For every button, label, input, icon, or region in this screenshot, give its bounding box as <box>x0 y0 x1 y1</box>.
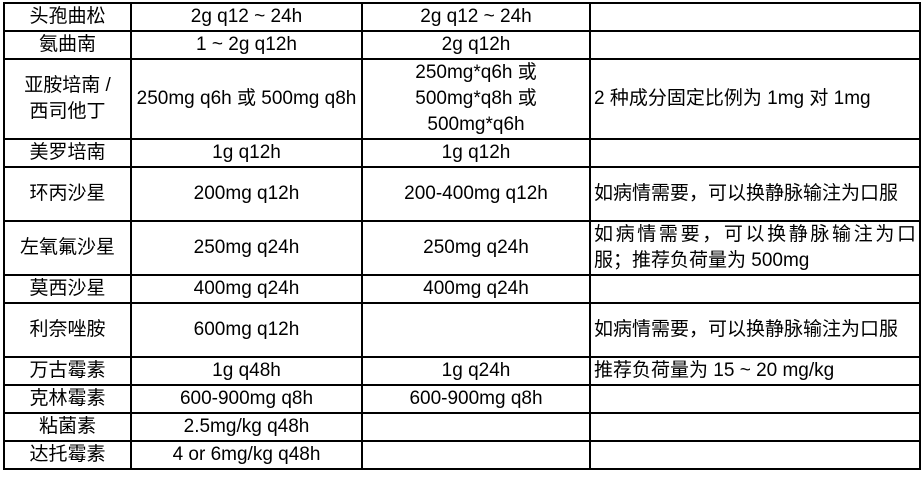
table-row: 莫西沙星 400mg q24h 400mg q24h <box>3 274 921 304</box>
notes-cell <box>589 412 921 442</box>
notes-cell: 如病情需要，可以换静脉输注为口服 <box>589 166 921 222</box>
drug-name-cell: 达托霉素 <box>3 440 132 470</box>
table-row: 达托霉素 4 or 6mg/kg q48h <box>3 440 921 470</box>
table-row: 环丙沙星 200mg q12h 200-400mg q12h 如病情需要，可以换… <box>3 166 921 222</box>
drug-name-cell: 左氧氟沙星 <box>3 220 132 276</box>
notes-cell <box>589 2 921 32</box>
table-row: 粘菌素 2.5mg/kg q48h <box>3 412 921 442</box>
dose1-cell: 600mg q12h <box>130 302 363 358</box>
notes-cell <box>589 384 921 414</box>
dose1-cell: 2g q12 ~ 24h <box>130 2 363 32</box>
antibiotic-dosing-table: 头孢曲松 2g q12 ~ 24h 2g q12 ~ 24h 氨曲南 1 ~ 2… <box>3 2 921 470</box>
dose2-cell: 250mg q24h <box>361 220 591 276</box>
dose1-cell: 1 ~ 2g q12h <box>130 30 363 60</box>
notes-cell <box>589 138 921 168</box>
notes-cell: 如病情需要，可以换静脉输注为口服 <box>589 302 921 358</box>
dose2-cell <box>361 412 591 442</box>
dose1-cell: 1g q48h <box>130 356 363 386</box>
notes-cell <box>589 440 921 470</box>
dose1-cell: 200mg q12h <box>130 166 363 222</box>
table-row: 左氧氟沙星 250mg q24h 250mg q24h 如病情需要，可以换静脉输… <box>3 220 921 276</box>
drug-name-cell: 环丙沙星 <box>3 166 132 222</box>
dose1-cell: 2.5mg/kg q48h <box>130 412 363 442</box>
notes-cell <box>589 30 921 60</box>
dose2-cell: 2g q12 ~ 24h <box>361 2 591 32</box>
drug-name-cell: 克林霉素 <box>3 384 132 414</box>
drug-name-cell: 粘菌素 <box>3 412 132 442</box>
notes-cell: 2 种成分固定比例为 1mg 对 1mg <box>589 58 921 140</box>
dose2-cell: 400mg q24h <box>361 274 591 304</box>
notes-cell: 如病情需要，可以换静脉输注为口服；推荐负荷量为 500mg <box>589 220 921 276</box>
table-row: 克林霉素 600-900mg q8h 600-900mg q8h <box>3 384 921 414</box>
dose2-cell: 200-400mg q12h <box>361 166 591 222</box>
drug-name-cell: 利奈唑胺 <box>3 302 132 358</box>
dose2-cell: 2g q12h <box>361 30 591 60</box>
dose2-cell: 250mg*q6h 或 500mg*q8h 或 500mg*q6h <box>361 58 591 140</box>
drug-name-cell: 头孢曲松 <box>3 2 132 32</box>
table-row: 氨曲南 1 ~ 2g q12h 2g q12h <box>3 30 921 60</box>
dose2-cell <box>361 302 591 358</box>
drug-name-cell: 美罗培南 <box>3 138 132 168</box>
dose1-cell: 400mg q24h <box>130 274 363 304</box>
dose1-cell: 250mg q6h 或 500mg q8h <box>130 58 363 140</box>
dose2-cell: 1g q12h <box>361 138 591 168</box>
notes-cell: 推荐负荷量为 15 ~ 20 mg/kg <box>589 356 921 386</box>
drug-name-cell: 莫西沙星 <box>3 274 132 304</box>
table-row: 利奈唑胺 600mg q12h 如病情需要，可以换静脉输注为口服 <box>3 302 921 358</box>
table-row: 头孢曲松 2g q12 ~ 24h 2g q12 ~ 24h <box>3 2 921 32</box>
drug-name-cell: 亚胺培南 / 西司他丁 <box>3 58 132 140</box>
dose2-cell: 600-900mg q8h <box>361 384 591 414</box>
table-row: 万古霉素 1g q48h 1g q24h 推荐负荷量为 15 ~ 20 mg/k… <box>3 356 921 386</box>
drug-name-cell: 万古霉素 <box>3 356 132 386</box>
notes-cell <box>589 274 921 304</box>
dose1-cell: 600-900mg q8h <box>130 384 363 414</box>
drug-name-cell: 氨曲南 <box>3 30 132 60</box>
dose2-cell: 1g q24h <box>361 356 591 386</box>
table-row: 美罗培南 1g q12h 1g q12h <box>3 138 921 168</box>
dose1-cell: 4 or 6mg/kg q48h <box>130 440 363 470</box>
dose1-cell: 250mg q24h <box>130 220 363 276</box>
table-row: 亚胺培南 / 西司他丁 250mg q6h 或 500mg q8h 250mg*… <box>3 58 921 140</box>
dose2-cell <box>361 440 591 470</box>
dose1-cell: 1g q12h <box>130 138 363 168</box>
